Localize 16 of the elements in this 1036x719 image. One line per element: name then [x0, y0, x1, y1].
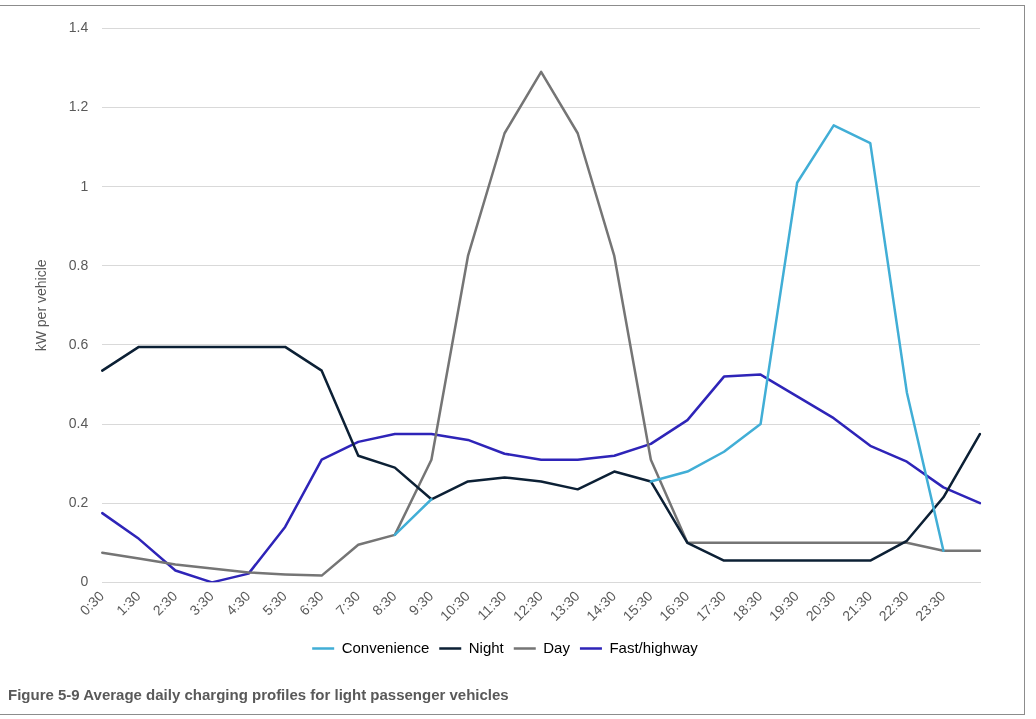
legend-label: Night — [468, 638, 505, 656]
caption: Figure 5-9 Average daily charging profiles for light passenger vehicles — [8, 686, 509, 703]
y-tick-label: 1 — [80, 177, 89, 194]
legend-label: Convenience — [341, 638, 430, 656]
y-tick-label: 0.2 — [68, 494, 89, 511]
y-tick-label: 1.2 — [68, 98, 89, 115]
y-tick-label: 0 — [80, 573, 89, 590]
y-tick-label: 1.4 — [68, 19, 89, 36]
x-tick-label: 3:30 — [186, 587, 217, 619]
y-tick-label: 0.4 — [68, 414, 89, 431]
legend-label: Day — [543, 638, 571, 656]
y-tick-label: 0.8 — [68, 256, 89, 273]
x-tick-label: 5:30 — [259, 587, 291, 619]
y-axis-title: kW per vehicle — [33, 259, 50, 352]
y-tick-label: 0.6 — [68, 335, 89, 352]
legend-label: Fast/highway — [609, 638, 699, 656]
